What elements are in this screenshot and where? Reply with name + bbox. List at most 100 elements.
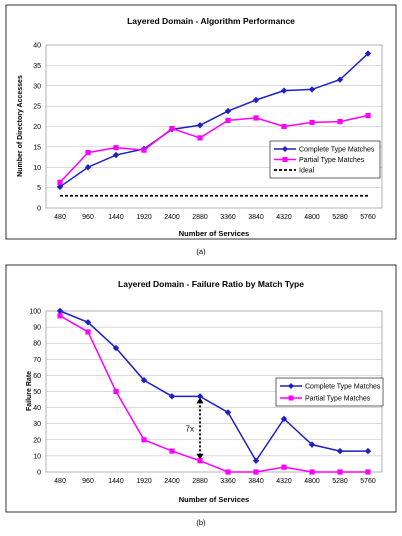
y-tick-label: 30 bbox=[33, 83, 41, 90]
chart-b-gridlines bbox=[46, 326, 382, 457]
x-tick-label: 480 bbox=[54, 478, 66, 485]
data-point bbox=[56, 183, 64, 191]
data-point bbox=[364, 50, 372, 57]
data-point bbox=[113, 388, 119, 395]
x-tick-label: 3360 bbox=[220, 214, 236, 221]
data-point bbox=[253, 115, 259, 121]
x-tick-label: 4800 bbox=[304, 478, 320, 485]
legend-a-marker-partial bbox=[282, 157, 288, 162]
legend-a-marker-complete bbox=[282, 146, 288, 152]
chart-a-caption: (a) bbox=[196, 247, 206, 256]
x-tick-label: 3840 bbox=[248, 214, 264, 221]
data-point bbox=[84, 319, 92, 326]
data-point bbox=[225, 469, 231, 475]
data-point bbox=[224, 107, 232, 115]
chart-a-series bbox=[56, 50, 372, 197]
x-tick-label: 2400 bbox=[164, 214, 180, 221]
chart-a-legend: Complete Type Matches Partial Type Match… bbox=[269, 140, 381, 179]
data-point bbox=[309, 119, 315, 126]
data-point bbox=[337, 119, 343, 125]
data-point bbox=[84, 164, 92, 171]
data-point bbox=[224, 409, 232, 416]
series-line-complete-type-matches bbox=[59, 310, 368, 463]
legend-b-label-partial: Partial Type Matches bbox=[305, 396, 371, 403]
y-tick-label: 40 bbox=[33, 405, 41, 412]
data-point bbox=[252, 96, 260, 104]
data-point bbox=[141, 147, 147, 153]
data-point bbox=[308, 441, 316, 448]
x-tick-label: 5280 bbox=[332, 478, 348, 485]
data-point bbox=[57, 179, 63, 185]
data-point bbox=[169, 448, 175, 454]
x-tick-label: 2400 bbox=[164, 478, 180, 485]
data-point bbox=[85, 329, 91, 335]
data-point bbox=[112, 151, 120, 159]
series-line-partial-type-matches bbox=[59, 114, 369, 183]
y-tick-label: 35 bbox=[33, 63, 41, 70]
y-tick-label: 15 bbox=[33, 144, 41, 151]
data-point bbox=[197, 135, 203, 141]
data-point bbox=[196, 393, 204, 400]
y-tick-label: 40 bbox=[33, 43, 41, 50]
x-tick-label: 1920 bbox=[136, 478, 152, 485]
x-tick-label: 3840 bbox=[248, 478, 264, 485]
data-point bbox=[281, 464, 287, 470]
y-tick-label: 25 bbox=[33, 104, 41, 111]
y-tick-label: 0 bbox=[37, 206, 41, 213]
y-tick-label: 10 bbox=[33, 453, 41, 460]
chart-a-gridlines bbox=[46, 65, 382, 188]
x-tick-label: 1440 bbox=[108, 214, 124, 221]
data-point bbox=[85, 149, 91, 156]
x-tick-label: 5760 bbox=[360, 478, 376, 485]
x-tick-label: 960 bbox=[82, 214, 94, 221]
data-point bbox=[336, 76, 344, 83]
y-tick-label: 100 bbox=[29, 309, 41, 316]
data-point bbox=[280, 87, 288, 94]
y-tick-label: 80 bbox=[33, 341, 41, 348]
y-tick-label: 70 bbox=[33, 357, 41, 364]
legend-a-label-partial: Partial Type Matches bbox=[299, 157, 365, 164]
data-point bbox=[336, 447, 344, 455]
x-tick-label: 5760 bbox=[360, 214, 376, 221]
data-point bbox=[365, 469, 371, 475]
chart-b-legend-box bbox=[275, 377, 384, 407]
chart-b-y-tick-labels: 0 10 20 30 40 50 60 70 80 90 100 bbox=[29, 309, 41, 477]
legend-b-marker-complete bbox=[288, 383, 294, 389]
y-tick-label: 5 bbox=[37, 185, 41, 192]
chart-b-x-axis-label: Number of Services bbox=[179, 495, 249, 504]
y-tick-label: 20 bbox=[33, 124, 41, 131]
chart-b-annotation-label: 7x bbox=[186, 425, 194, 434]
data-point bbox=[365, 112, 371, 119]
chart-a-y-tick-labels: 0 5 10 15 20 25 30 35 40 bbox=[33, 43, 41, 213]
data-point bbox=[309, 469, 315, 475]
y-tick-label: 0 bbox=[37, 470, 41, 477]
x-tick-label: 1920 bbox=[136, 214, 152, 221]
chart-b-x-tick-labels: 480 960 1440 1920 2400 2880 3360 3840 4320 4800 52… bbox=[54, 478, 376, 485]
data-point bbox=[57, 313, 63, 319]
data-point bbox=[253, 469, 259, 475]
series-line-partial-type-matches bbox=[59, 315, 368, 473]
chart-b-annotation: 7x bbox=[186, 397, 204, 460]
x-tick-label: 4320 bbox=[276, 478, 292, 485]
x-tick-label: 480 bbox=[54, 214, 66, 221]
chart-a-y-axis-label: Number of Directory Accesses bbox=[17, 75, 24, 177]
legend-b-marker-partial bbox=[288, 395, 294, 401]
data-point bbox=[113, 145, 119, 151]
data-point bbox=[56, 307, 64, 315]
y-tick-label: 60 bbox=[33, 373, 41, 380]
chart-b-caption: (b) bbox=[196, 518, 206, 527]
data-point bbox=[252, 457, 260, 464]
chart-b-title: Layered Domain - Failure Ratio by Match … bbox=[118, 279, 304, 289]
chart-b: Layered Domain - Failure Ratio by Match … bbox=[5, 264, 397, 513]
data-point bbox=[141, 437, 147, 443]
x-tick-label: 960 bbox=[82, 478, 94, 485]
y-tick-label: 10 bbox=[33, 165, 41, 172]
series-line-complete-type-matches bbox=[59, 53, 369, 188]
data-point bbox=[197, 458, 203, 464]
data-point bbox=[280, 415, 288, 423]
y-tick-label: 90 bbox=[33, 325, 41, 332]
y-tick-label: 50 bbox=[33, 389, 41, 396]
x-tick-label: 5280 bbox=[332, 214, 348, 221]
data-point bbox=[281, 123, 287, 130]
